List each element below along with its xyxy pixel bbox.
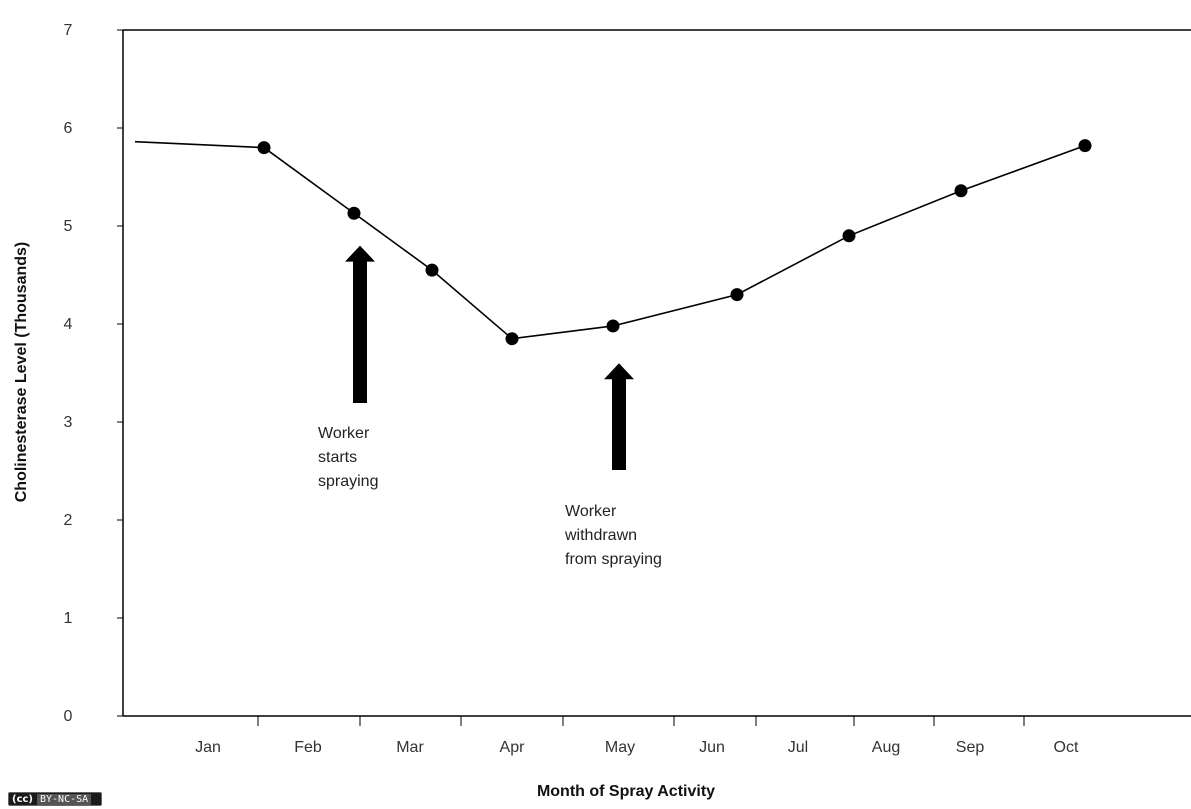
- x-tick-label: Mar: [396, 739, 424, 756]
- annotation-text: starts: [318, 449, 357, 466]
- x-tick-label: Aug: [872, 739, 900, 756]
- x-tick-label: Sep: [956, 739, 985, 756]
- x-axis-title: Month of Spray Activity: [537, 783, 715, 800]
- annotation-arrow: [345, 245, 375, 403]
- data-point: [1078, 139, 1092, 153]
- data-point: [842, 229, 856, 243]
- y-tick-label: 1: [64, 610, 73, 627]
- annotation-arrow: [604, 363, 634, 470]
- data-point: [425, 263, 439, 277]
- y-tick-label: 3: [64, 414, 73, 431]
- y-tick-label: 0: [64, 708, 73, 725]
- data-point: [347, 206, 361, 220]
- x-tick-label: Jan: [195, 739, 221, 756]
- data-point: [954, 184, 968, 198]
- annotation-text: from spraying: [565, 551, 662, 568]
- license-badge: (cc) BY-NC-SA: [8, 792, 102, 806]
- y-tick-label: 7: [64, 22, 73, 39]
- annotation-text: Worker: [318, 425, 370, 442]
- data-point: [606, 319, 620, 333]
- data-point: [730, 288, 744, 302]
- cc-logo: (cc): [12, 794, 33, 805]
- y-tick-label: 6: [64, 120, 73, 137]
- annotation-text: withdrawn: [564, 527, 637, 544]
- series-line: [134, 140, 1086, 340]
- y-tick-label: 4: [64, 316, 73, 333]
- data-point: [505, 332, 519, 346]
- license-text: BY-NC-SA: [37, 794, 92, 805]
- annotation-text: spraying: [318, 473, 378, 490]
- y-axis-title: Cholinesterase Level (Thousands): [13, 242, 30, 503]
- x-tick-label: Apr: [500, 739, 526, 756]
- x-tick-label: May: [605, 739, 635, 756]
- annotation-text: Worker: [565, 503, 617, 520]
- x-tick-label: Feb: [294, 739, 322, 756]
- data-point: [257, 141, 271, 155]
- x-tick-label: Jul: [788, 739, 808, 756]
- y-tick-label: 5: [64, 218, 73, 235]
- x-tick-label: Oct: [1054, 739, 1079, 756]
- x-tick-label: Jun: [699, 739, 725, 756]
- y-tick-label: 2: [64, 512, 73, 529]
